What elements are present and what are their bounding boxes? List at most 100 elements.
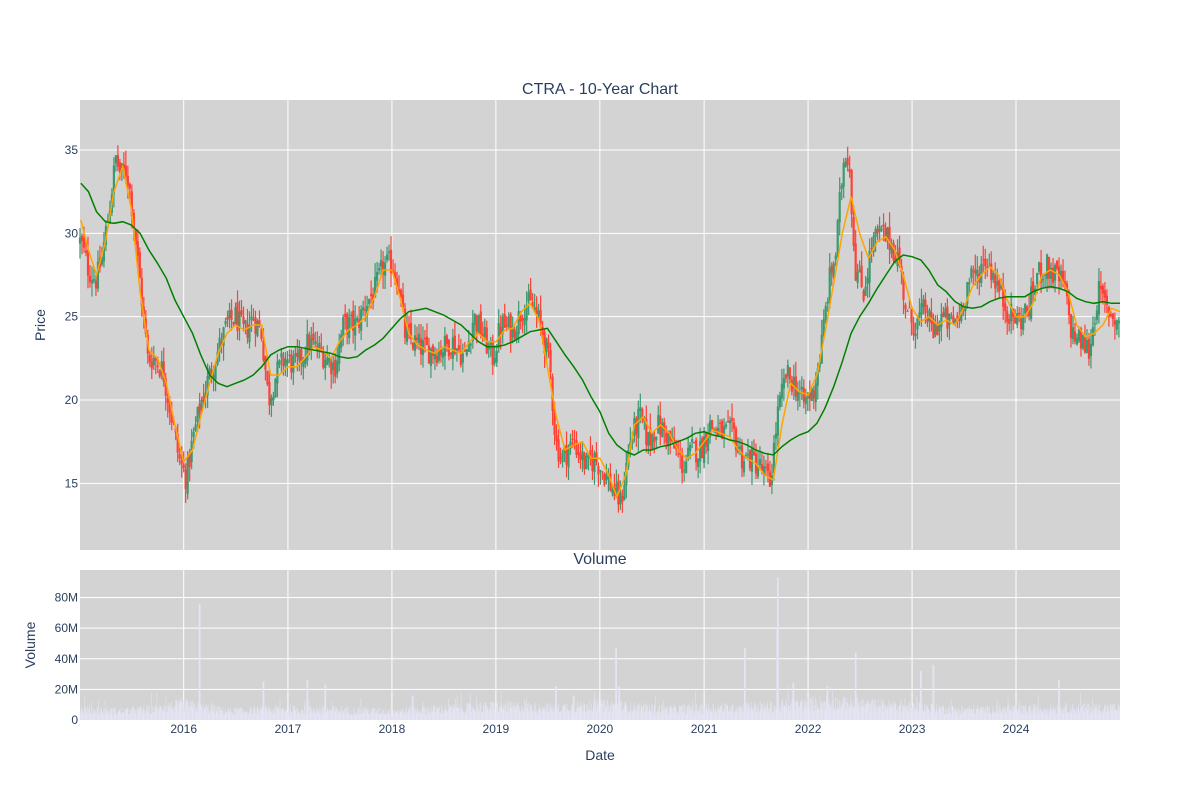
volume-bar bbox=[95, 710, 96, 720]
candle bbox=[264, 355, 267, 381]
volume-bar bbox=[589, 700, 591, 720]
volume-bar bbox=[721, 705, 722, 720]
volume-bar bbox=[686, 714, 688, 720]
volume-bar bbox=[574, 711, 576, 720]
candle bbox=[397, 275, 401, 295]
volume-bar bbox=[543, 707, 545, 720]
volume-bar bbox=[915, 707, 917, 720]
volume-bar bbox=[85, 707, 86, 720]
volume-bar bbox=[520, 713, 522, 720]
volume-bar bbox=[940, 707, 942, 720]
volume-bar bbox=[253, 714, 255, 720]
volume-bar bbox=[1078, 710, 1080, 720]
volume-bar bbox=[370, 710, 371, 720]
candle bbox=[352, 300, 355, 344]
volume-bar bbox=[298, 713, 300, 720]
volume-bar bbox=[248, 712, 250, 720]
candle bbox=[587, 452, 590, 471]
volume-bar bbox=[303, 714, 304, 720]
volume-bar bbox=[1076, 706, 1077, 720]
volume-bar bbox=[606, 706, 607, 720]
volume-bar bbox=[130, 708, 132, 720]
volume-bar bbox=[321, 708, 323, 720]
volume-bar bbox=[330, 709, 332, 720]
candle bbox=[1039, 249, 1043, 294]
volume-bar bbox=[966, 708, 968, 720]
volume-bar bbox=[880, 699, 882, 720]
volume-bar bbox=[667, 705, 668, 720]
volume-bar bbox=[709, 711, 711, 720]
volume-bar bbox=[739, 707, 741, 720]
candle bbox=[84, 242, 88, 257]
volume-bar bbox=[224, 709, 226, 720]
volume-bar bbox=[894, 702, 895, 720]
volume-bar bbox=[850, 696, 852, 720]
volume-bar bbox=[596, 704, 598, 720]
volume-bar bbox=[326, 709, 328, 720]
candle bbox=[880, 225, 883, 233]
volume-bar bbox=[751, 701, 752, 720]
volume-bar bbox=[353, 707, 355, 720]
volume-bar bbox=[471, 706, 473, 720]
volume-bar bbox=[1063, 708, 1064, 720]
volume-bar bbox=[230, 707, 231, 720]
candle bbox=[557, 429, 560, 468]
volume-bar bbox=[393, 713, 394, 720]
volume-bar bbox=[589, 708, 590, 720]
volume-bar bbox=[1114, 703, 1115, 720]
volume-bar bbox=[124, 711, 125, 720]
volume-bar bbox=[506, 712, 508, 720]
candle bbox=[138, 247, 141, 279]
volume-bar bbox=[1007, 706, 1008, 720]
volume-bar bbox=[181, 699, 183, 720]
volume-bar bbox=[651, 709, 653, 720]
volume-bar bbox=[679, 705, 680, 720]
volume-bar bbox=[958, 714, 960, 720]
volume-bar bbox=[926, 704, 927, 720]
volume-bar bbox=[291, 711, 292, 720]
volume-bar bbox=[941, 707, 943, 720]
volume-bar bbox=[144, 714, 146, 720]
candle bbox=[1105, 289, 1108, 314]
volume-bar bbox=[401, 711, 402, 720]
volume-bar bbox=[400, 711, 402, 720]
volume-bar bbox=[839, 699, 840, 720]
candle bbox=[340, 329, 343, 353]
candle bbox=[1099, 271, 1103, 301]
candle bbox=[1117, 316, 1120, 338]
volume-bar bbox=[386, 714, 388, 720]
volume-bar bbox=[283, 709, 285, 720]
volume-bar bbox=[766, 710, 767, 720]
volume-bar bbox=[103, 709, 104, 720]
volume-bar bbox=[714, 712, 715, 720]
volume-bar bbox=[342, 714, 343, 720]
candle bbox=[730, 403, 734, 433]
volume-bar bbox=[212, 710, 214, 720]
volume-bar bbox=[820, 700, 822, 720]
volume-bar bbox=[847, 702, 849, 720]
volume-bar bbox=[364, 706, 366, 720]
volume-bar bbox=[153, 707, 155, 720]
volume-bar bbox=[231, 711, 233, 720]
candle bbox=[94, 275, 98, 296]
volume-bar bbox=[183, 704, 185, 720]
volume-bar bbox=[585, 711, 586, 720]
candle bbox=[1041, 274, 1045, 289]
volume-bar bbox=[469, 702, 470, 720]
volume-bar bbox=[177, 704, 178, 720]
volume-bar bbox=[603, 712, 605, 720]
volume-bar bbox=[907, 710, 909, 720]
volume-bar bbox=[614, 705, 615, 720]
volume-bar bbox=[984, 706, 986, 720]
volume-bar bbox=[303, 711, 305, 720]
volume-bar bbox=[955, 711, 957, 720]
candle bbox=[409, 309, 413, 345]
candle bbox=[764, 459, 768, 477]
volume-bar bbox=[901, 711, 902, 720]
volume-bar bbox=[925, 710, 926, 720]
volume-bar bbox=[93, 707, 94, 720]
volume-bar bbox=[595, 703, 597, 720]
volume-bar bbox=[89, 714, 91, 720]
volume-bar bbox=[222, 706, 224, 720]
